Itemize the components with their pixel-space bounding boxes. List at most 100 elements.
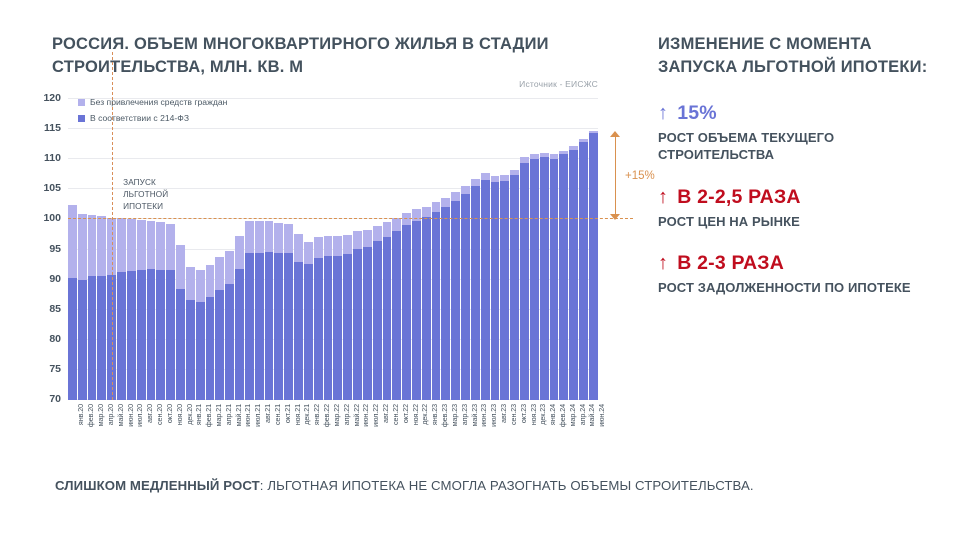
bar-column[interactable] xyxy=(136,99,146,400)
bar-column[interactable] xyxy=(294,99,303,400)
bar-column[interactable] xyxy=(284,99,294,400)
bar-column[interactable] xyxy=(274,99,284,400)
bar-column[interactable] xyxy=(402,99,411,400)
bar-column[interactable] xyxy=(185,99,195,400)
bar-column[interactable] xyxy=(549,99,559,400)
bar-column[interactable] xyxy=(156,99,166,400)
x-axis-tick-label: фев.21 xyxy=(204,404,214,428)
delta-arrow-head-up xyxy=(609,131,620,138)
bar-segment-no-escrow xyxy=(107,217,117,276)
bar-column[interactable] xyxy=(500,99,510,400)
bar-segment-214fz xyxy=(451,200,461,400)
bar-column[interactable] xyxy=(559,99,569,400)
bar-column[interactable] xyxy=(353,99,362,400)
bar-column[interactable] xyxy=(343,99,353,400)
stat-subtitle: РОСТ ЗАДОЛЖЕННОСТИ ПО ИПОТЕКЕ xyxy=(658,280,911,296)
bar-column[interactable] xyxy=(264,99,274,400)
x-axis-tick-label: фев.23 xyxy=(440,404,450,428)
bar-segment-214fz xyxy=(274,253,284,400)
bar-column[interactable] xyxy=(166,99,176,400)
bar-segment-no-escrow xyxy=(254,220,264,253)
bar-column[interactable] xyxy=(254,99,264,400)
bar-column[interactable] xyxy=(579,99,588,400)
bar-column[interactable] xyxy=(117,99,126,400)
bar-column[interactable] xyxy=(372,99,382,400)
bar-column[interactable] xyxy=(225,99,235,400)
bar-column[interactable] xyxy=(411,99,421,400)
bar-column[interactable] xyxy=(87,99,97,400)
bar-column[interactable] xyxy=(205,99,215,400)
bar-column[interactable] xyxy=(461,99,470,400)
bar-column[interactable] xyxy=(441,99,451,400)
bar-column[interactable] xyxy=(431,99,441,400)
bar-segment-no-escrow xyxy=(68,204,77,278)
bar-column[interactable] xyxy=(323,99,333,400)
arrow-up-icon: ↑ xyxy=(658,185,669,208)
legend-item[interactable]: В соответствии с 214-ФЗ xyxy=(78,113,227,123)
bar-segment-no-escrow xyxy=(500,174,510,181)
bar-column[interactable] xyxy=(68,99,77,400)
bar-segment-no-escrow xyxy=(176,245,185,289)
bar-column[interactable] xyxy=(529,99,539,400)
bar-column[interactable] xyxy=(490,99,500,400)
bar-segment-214fz xyxy=(107,275,117,400)
bar-column[interactable] xyxy=(569,99,579,400)
bar-column[interactable] xyxy=(539,99,549,400)
x-axis-tick-label: дек.22 xyxy=(420,404,430,425)
bar-segment-no-escrow xyxy=(136,220,146,270)
bar-column[interactable] xyxy=(510,99,520,400)
bar-column[interactable] xyxy=(195,99,205,400)
bar-segment-214fz xyxy=(431,211,441,400)
x-axis-tick-label: авг.22 xyxy=(381,404,391,423)
x-axis-tick-label: сен.20 xyxy=(155,404,165,425)
x-axis-tick-label: июл.22 xyxy=(371,404,381,427)
bar-column[interactable] xyxy=(215,99,225,400)
legend-swatch-icon xyxy=(78,114,85,122)
x-axis-tick-label: май.20 xyxy=(115,404,125,427)
bar-column[interactable] xyxy=(382,99,392,400)
bar-column[interactable] xyxy=(303,99,313,400)
bar-column[interactable] xyxy=(480,99,490,400)
bar-segment-214fz xyxy=(215,289,225,400)
bar-segment-214fz xyxy=(117,272,126,400)
x-axis-tick-label: сен.23 xyxy=(508,404,518,425)
bar-column[interactable] xyxy=(146,99,156,400)
bar-segment-no-escrow xyxy=(313,236,323,258)
x-axis-tick-label: июн.24 xyxy=(597,404,607,427)
bar-column[interactable] xyxy=(176,99,185,400)
bar-column[interactable] xyxy=(77,99,87,400)
bar-segment-no-escrow xyxy=(372,226,382,242)
bar-column[interactable] xyxy=(588,99,598,400)
bar-column[interactable] xyxy=(107,99,117,400)
bar-segment-214fz xyxy=(461,194,470,400)
bar-column[interactable] xyxy=(392,99,402,400)
legend-item[interactable]: Без привлечения средств граждан xyxy=(78,97,227,107)
bar-column[interactable] xyxy=(235,99,244,400)
x-axis-labels: янв.20 фев.20 мар.20 апр.20 май.20 июн.20 июл.… xyxy=(68,402,607,450)
legend-label: В соответствии с 214-ФЗ xyxy=(90,113,190,123)
bar-segment-214fz xyxy=(303,263,313,400)
bar-column[interactable] xyxy=(470,99,480,400)
bar-segment-214fz xyxy=(510,175,520,400)
bar-segment-214fz xyxy=(333,256,343,400)
bar-column[interactable] xyxy=(244,99,254,400)
bar-segment-no-escrow xyxy=(264,220,274,252)
bar-segment-no-escrow xyxy=(185,266,195,301)
bar-segment-214fz xyxy=(520,162,529,400)
bar-segment-214fz xyxy=(569,149,579,400)
launch-marker-label: ЗАПУСК ЛЬГОТНОЙ ИПОТЕКИ xyxy=(123,178,169,211)
bar-column[interactable] xyxy=(97,99,107,400)
bar-column[interactable] xyxy=(333,99,343,400)
bar-segment-214fz xyxy=(529,159,539,400)
bar-segment-214fz xyxy=(353,248,362,400)
bar-column[interactable] xyxy=(451,99,461,400)
bar-column[interactable] xyxy=(421,99,431,400)
bar-segment-no-escrow xyxy=(126,218,136,271)
y-axis-tick-label: 100 xyxy=(43,212,61,225)
x-axis-tick-label: июл.20 xyxy=(135,404,145,427)
bar-column[interactable] xyxy=(313,99,323,400)
bar-column[interactable] xyxy=(520,99,529,400)
bar-column[interactable] xyxy=(126,99,136,400)
bar-column[interactable] xyxy=(362,99,372,400)
bar-segment-no-escrow xyxy=(303,241,313,264)
